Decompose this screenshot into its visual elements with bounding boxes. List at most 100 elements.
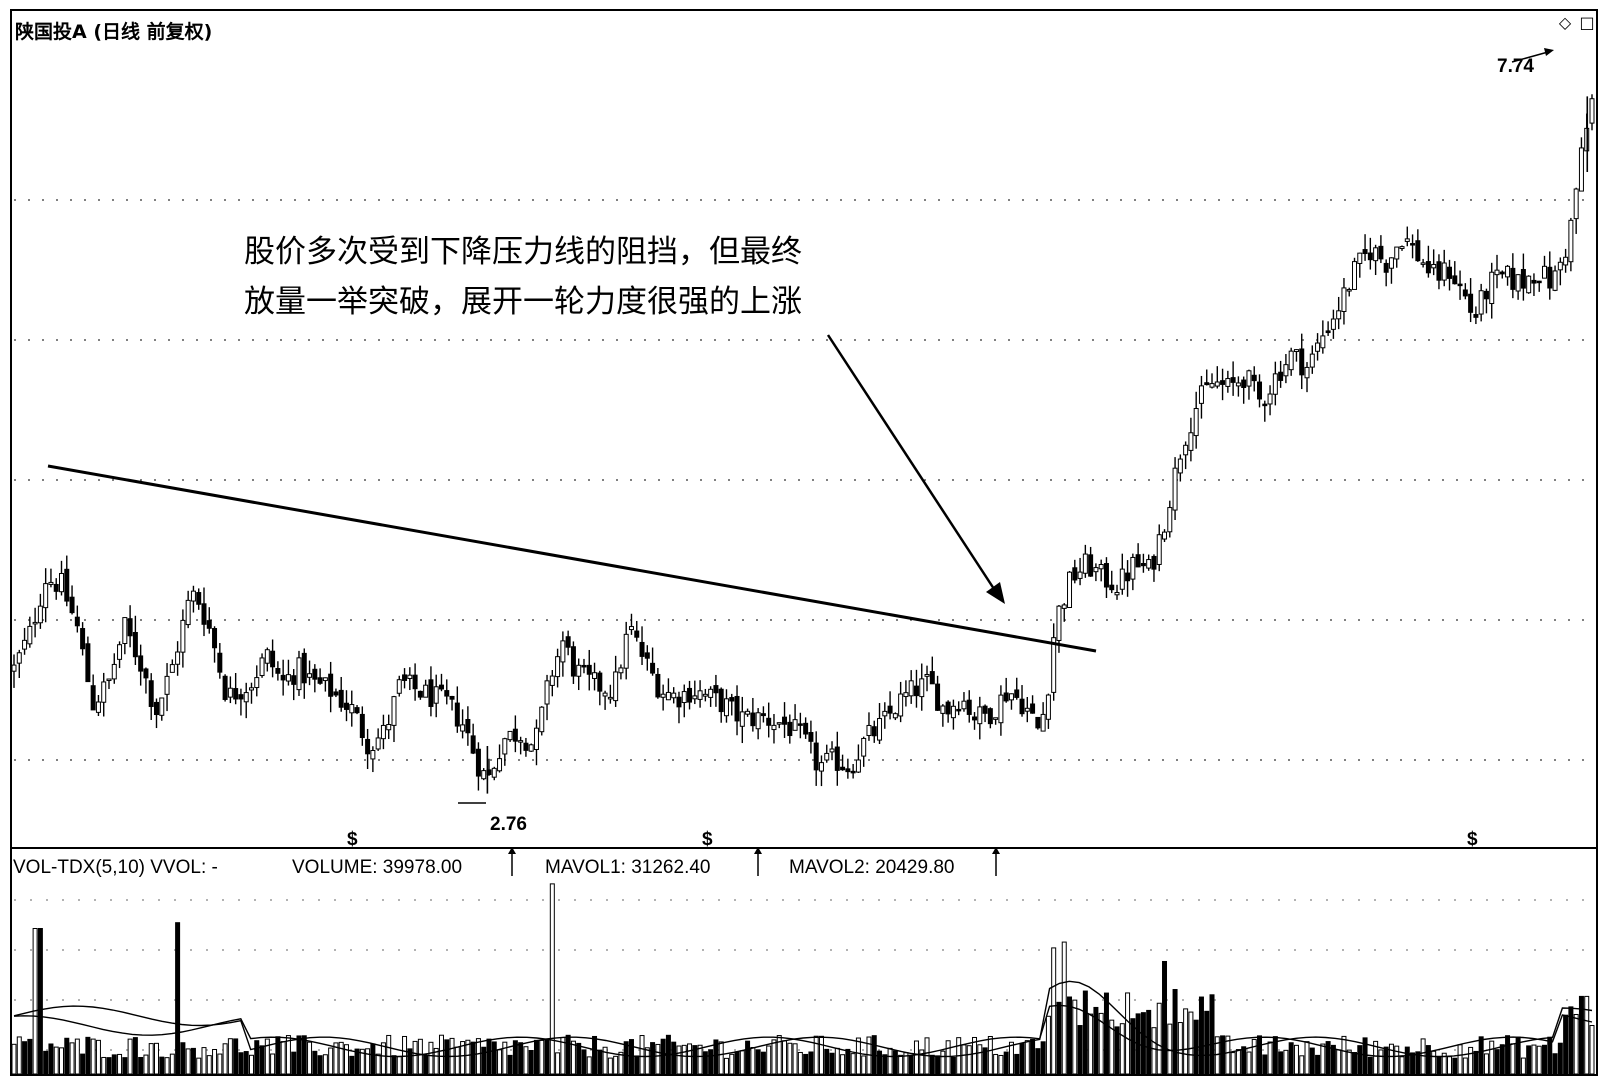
candle-body [924,673,930,677]
candle-body [581,664,587,668]
volume-bar [1383,1046,1389,1075]
candle-body [164,675,170,695]
candle-body [1288,350,1294,371]
candle-body [16,652,22,664]
candle-body [1019,698,1025,715]
volume-bar [782,1040,788,1075]
candle-body [1272,373,1278,395]
candle-body [766,717,772,726]
candle-body [1478,290,1484,315]
candle-body [322,677,328,682]
volume-bar [312,1050,318,1075]
volume-bar [544,1039,550,1075]
candle-body [977,706,983,725]
candle-body [301,652,307,684]
candle-body [386,724,392,731]
volume-bar [1045,1015,1051,1075]
candle-body [370,750,376,760]
candle-body [275,668,281,674]
value-arrow-icon [754,847,762,854]
candle-body [37,605,43,624]
candle-body [956,708,962,712]
candle-body [248,687,254,691]
volume-bar [634,1055,640,1075]
volume-bar [317,1055,323,1075]
volume-bar [739,1050,745,1075]
volume-bar [1410,1052,1416,1075]
volume-bar [370,1043,376,1075]
diamond-icon[interactable]: ◇ [1558,13,1572,32]
volume-bar [117,1053,123,1075]
candle-body [671,692,677,699]
candle-body [1072,567,1078,581]
volume-bar [935,1055,941,1075]
candle-body [407,674,413,680]
candle-body [776,722,782,725]
candle-body [945,701,951,715]
volume-bar [1151,1027,1157,1075]
volume-bar [1220,1035,1226,1075]
volume-bar [1067,996,1073,1075]
candle-body [1357,252,1363,264]
volume-bar [750,1046,756,1075]
volume-bar [771,1039,777,1075]
volume-bar [840,1054,846,1075]
candle-body [1198,385,1204,404]
volume-bar [1146,1009,1152,1075]
chart-frame [10,9,1598,1076]
volume-bar [354,1048,360,1075]
volume-bar [1346,1049,1352,1075]
candle-body [660,693,666,698]
candle-body [818,762,824,772]
pointer-arrow-head [986,582,1005,604]
window-icon[interactable]: □ [1579,13,1595,32]
candle-body [1557,261,1563,271]
volume-bar [966,1045,972,1075]
candle-body [1510,267,1516,290]
candle-body [549,675,555,686]
mavol1-line [13,980,1593,1058]
volume-bar [977,1044,983,1075]
mavol2-line [13,1004,1593,1058]
candle-body [217,652,223,673]
volume-bar [454,1046,460,1075]
high-label-arrow [1511,51,1549,63]
candle-body [312,668,318,680]
high-price-label: 7.74 [1497,56,1534,77]
volume-bar [702,1051,708,1075]
candle-body [481,770,487,780]
candle-body [460,724,466,732]
volume-bar [148,1043,154,1075]
volume-bar [1109,1019,1115,1075]
candle-body [1077,571,1083,579]
candle-body [702,693,708,697]
candle-body [238,694,244,700]
candle-body [1563,256,1569,266]
volume-bar [180,1042,186,1075]
volume-bar [291,1051,297,1075]
volume-bar [1473,1050,1479,1075]
candle-body [402,674,408,681]
candle-body [1367,252,1373,261]
candle-body [570,646,576,677]
candle-body [1051,637,1057,693]
volume-bar [1162,960,1168,1075]
volume-bar [85,1036,91,1075]
candle-body [206,620,212,629]
volume-bar [898,1054,904,1075]
volume-bar [1388,1043,1394,1075]
candle-body [428,679,434,707]
candle-body [27,625,33,645]
volume-bar [1093,1006,1099,1075]
candle-body [903,692,909,698]
volume-bar [1304,1041,1310,1075]
volume-bar [1098,1012,1104,1075]
candle-body [175,651,181,665]
volume-bar [1209,994,1215,1075]
candle-body [544,680,550,705]
volume-bar [877,1050,883,1075]
candle-body [497,758,503,772]
candle-body [1067,571,1073,608]
candle-body [296,657,302,691]
